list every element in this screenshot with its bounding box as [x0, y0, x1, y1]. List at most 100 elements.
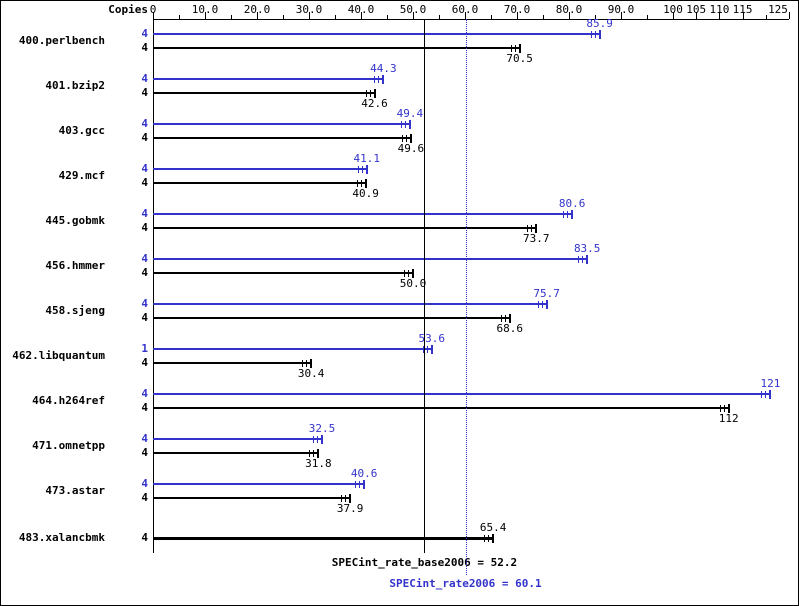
- bar-value-label: 40.6: [350, 467, 378, 480]
- bar-run-mark: [345, 495, 347, 502]
- bar-base: [153, 317, 510, 319]
- bar-value-label: 53.6: [418, 332, 445, 345]
- axis-minor-tick: [231, 15, 232, 19]
- copies-value: 4: [141, 86, 148, 99]
- axis-major-tick: [621, 12, 622, 19]
- bar-value-label: 44.3: [370, 62, 397, 75]
- axis-tick-label: 105: [686, 3, 707, 16]
- bar-run-mark: [405, 135, 407, 142]
- bar-value-label: 31.8: [305, 457, 332, 470]
- bar-base: [153, 537, 494, 540]
- bar-run-mark: [541, 301, 543, 308]
- bar-peak: [153, 258, 588, 260]
- bar-run-mark: [401, 135, 403, 142]
- axis-minor-tick: [439, 15, 440, 19]
- bar-end-cap: [321, 435, 323, 444]
- bar-end-cap: [373, 89, 376, 98]
- axis-major-tick: [465, 12, 466, 19]
- copies-value: 4: [141, 311, 148, 324]
- bar-end-cap: [535, 224, 538, 233]
- bar-peak: [153, 393, 771, 395]
- bar-end-cap: [409, 134, 412, 143]
- benchmark-name: 471.omnetpp: [32, 439, 105, 452]
- axis-tick-label: 30.0: [295, 3, 323, 16]
- bar-run-mark: [563, 211, 565, 218]
- bar-run-mark: [356, 180, 358, 187]
- copies-value: 4: [141, 176, 148, 189]
- benchmark-name: 456.hmmer: [45, 259, 105, 272]
- copies-value: 4: [141, 432, 148, 445]
- bar-run-mark: [317, 436, 318, 443]
- reference-line-peak: [465, 19, 467, 575]
- x-axis-line: [153, 19, 789, 20]
- bar-base: [153, 182, 366, 184]
- bar-peak: [153, 123, 410, 125]
- copies-value: 4: [141, 162, 148, 175]
- axis-major-tick: [719, 12, 721, 19]
- bar-run-mark: [309, 450, 311, 457]
- axis-tick-label: 90.0: [607, 3, 635, 16]
- bar-run-mark: [400, 121, 402, 128]
- axis-major-tick: [789, 12, 790, 19]
- copies-value: 4: [141, 477, 148, 490]
- bar-end-cap: [364, 179, 367, 188]
- axis-major-tick: [153, 12, 154, 19]
- bar-run-mark: [500, 315, 502, 322]
- bar-run-mark: [313, 450, 315, 457]
- axis-major-tick: [673, 12, 674, 19]
- benchmark-name: 483.xalancbmk: [18, 531, 105, 544]
- axis-tick-label: 115: [732, 3, 753, 16]
- axis-major-tick: [309, 12, 310, 19]
- bar-end-cap: [727, 404, 730, 413]
- bar-end-cap: [408, 120, 411, 129]
- benchmark-name: 429.mcf: [58, 169, 105, 182]
- reference-line-base: [424, 19, 426, 553]
- bar-run-mark: [408, 270, 409, 277]
- bar-run-mark: [369, 90, 371, 97]
- axis-tick-label: 40.0: [347, 3, 375, 16]
- bar-run-mark: [357, 166, 359, 173]
- bar-run-mark: [313, 436, 314, 443]
- bar-run-mark: [422, 346, 424, 353]
- bar-run-mark: [594, 31, 596, 38]
- bar-peak: [153, 168, 367, 170]
- bar-end-cap: [310, 359, 313, 368]
- bar-run-mark: [590, 31, 592, 38]
- benchmark-name: 458.sjeng: [45, 304, 105, 317]
- bar-end-cap: [571, 210, 574, 219]
- bar-end-cap: [769, 390, 772, 399]
- copies-value: 4: [141, 491, 148, 504]
- bar-end-cap: [363, 480, 366, 489]
- axis-major-tick: [696, 12, 698, 19]
- bar-run-mark: [365, 90, 367, 97]
- bar-value-label: 42.6: [361, 97, 388, 110]
- bar-end-cap: [317, 449, 320, 458]
- axis-major-tick: [205, 12, 206, 19]
- bar-base: [153, 407, 729, 409]
- bar-peak: [153, 33, 600, 35]
- bar-end-cap: [545, 300, 548, 309]
- copies-value: 4: [141, 41, 148, 54]
- benchmark-name: 464.h264ref: [32, 394, 105, 407]
- reference-line-base-label: SPECint_rate_base2006 = 52.2: [331, 556, 518, 569]
- benchmark-name: 401.bzip2: [45, 79, 105, 92]
- bar-end-cap: [518, 44, 521, 53]
- bar-run-mark: [488, 535, 490, 542]
- axis-tick-label: 0: [149, 3, 157, 16]
- axis-minor-tick: [335, 15, 336, 19]
- bar-run-mark: [514, 45, 516, 52]
- copies-value: 4: [141, 252, 148, 265]
- bar-end-cap: [412, 269, 414, 278]
- benchmark-name: 462.libquantum: [12, 349, 105, 362]
- bar-run-mark: [306, 360, 308, 367]
- copies-value: 4: [141, 117, 148, 130]
- bar-base: [153, 272, 413, 274]
- bar-run-mark: [404, 121, 406, 128]
- bar-run-mark: [510, 45, 512, 52]
- copies-value: 4: [141, 266, 148, 279]
- bar-run-mark: [484, 535, 486, 542]
- axis-tick-label: 110: [709, 3, 730, 16]
- bar-run-mark: [361, 166, 363, 173]
- bar-run-mark: [355, 481, 357, 488]
